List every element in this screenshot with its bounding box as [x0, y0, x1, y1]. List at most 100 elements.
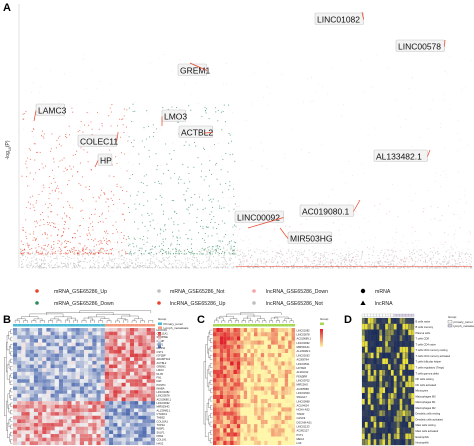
scatter-point-lncrna-down: [465, 259, 467, 261]
scatter-point-not: [127, 263, 129, 265]
panel-c-heatmap-cell: [277, 332, 282, 337]
scatter-point-not: [361, 164, 363, 166]
scatter-point-not: [337, 261, 340, 263]
scatter-point-lncrna-down: [302, 261, 303, 263]
scatter-point-not: [137, 258, 139, 260]
scatter-point-not: [237, 267, 239, 269]
panel-b-heatmap-cell: [25, 423, 30, 427]
panel-c-heatmap-cell: [264, 328, 268, 333]
scatter-point-not: [443, 93, 445, 95]
panel-b-heatmap-cell: [54, 328, 59, 332]
scatter-point-not: [275, 255, 277, 257]
scatter-point-not: [97, 267, 99, 269]
panel-b-heatmap-cell: [121, 375, 126, 380]
panel-b-heatmap-cell: [100, 346, 105, 350]
scatter-point-lncrna-down: [374, 205, 376, 207]
panel-c-heatmap-cell: [213, 415, 217, 420]
panel-b-heatmap-cell: [21, 368, 26, 372]
panel-b-heatmap-cell: [46, 437, 51, 442]
scatter-point-lncrna-down: [343, 260, 345, 262]
scatter-point-not: [303, 249, 305, 251]
gene-annotation: COLEC11: [77, 132, 118, 147]
scatter-point-not: [81, 253, 83, 255]
scatter-point-not: [444, 99, 445, 101]
panel-b-heatmap-cell: [125, 437, 130, 442]
scatter-point-lncrna-down: [421, 256, 423, 258]
scatter-point-lncrna-down: [320, 261, 321, 263]
panel-c-heatmap-cell: [236, 332, 241, 337]
scatter-point-mrna-down: [164, 225, 166, 227]
panel-b-heatmap-cell: [121, 349, 126, 354]
scatter-point-not: [102, 260, 104, 262]
scatter-point-not: [357, 267, 359, 269]
panel-b-heatmap-cell: [63, 390, 68, 394]
scatter-point-not: [305, 264, 308, 266]
panel-c-dendrogram-branch: [255, 320, 260, 323]
panel-b-heatmap-cell: [17, 382, 22, 387]
panel-b-heatmap-cell: [134, 415, 139, 420]
panel-b-heatmap-cell: [138, 437, 143, 442]
panel-b-group-cell: [142, 324, 147, 327]
scatter-point-mrna-up: [85, 248, 87, 250]
panel-b-heatmap-cell: [125, 423, 130, 427]
panel-b-heatmap-cell: [50, 360, 55, 365]
panel-b-heatmap-cell: [104, 364, 110, 369]
scatter-point-not: [142, 249, 144, 251]
panel-b-heatmap-cell: [104, 346, 110, 350]
scatter-point-mrna-up: [63, 246, 66, 248]
scatter-point-not: [415, 248, 416, 250]
panel-b-heatmap-cell: [71, 415, 76, 420]
panel-b-heatmap-cell: [42, 328, 47, 332]
panel-c-group-cell: [236, 324, 241, 327]
scatter-point-not: [324, 262, 326, 264]
panel-c-heatmap-cell: [254, 378, 258, 383]
scatter-point-not: [237, 235, 239, 237]
scatter-point-not: [202, 261, 205, 263]
scatter-point-not: [137, 261, 139, 263]
scatter-point-not: [163, 266, 165, 269]
scatter-point-not: [33, 266, 35, 268]
panel-b-heatmap-cell: [75, 353, 80, 358]
panel-b-heatmap-cell: [58, 404, 64, 409]
panel-b-heatmap-cell: [125, 386, 130, 391]
scatter-point-not: [302, 254, 304, 256]
panel-b-heatmap-cell: [100, 412, 105, 416]
panel-c-heatmap-cells: [213, 324, 296, 446]
scatter-point-mrna-up: [22, 244, 24, 246]
panel-b-heatmap-cell: [63, 368, 68, 372]
panel-b-heatmap-cell: [21, 335, 26, 340]
scatter-point-mrna-down: [204, 248, 206, 250]
panel-b-heatmap-cell: [21, 382, 26, 387]
scatter-point-mrna-up: [43, 223, 45, 225]
panel-c-heatmap-cell: [260, 394, 265, 400]
panel-b-heatmap-cell: [84, 415, 89, 420]
panel-c-heatmap-cell: [271, 365, 275, 370]
panel-b-heatmap-cell: [113, 338, 118, 343]
scatter-point-not: [75, 265, 77, 267]
scatter-point-not: [262, 97, 264, 99]
panel-c-heatmap-cell: [247, 361, 251, 366]
panel-b-heatmap-cell: [46, 430, 51, 435]
panel-b-dendrogram-branch: [148, 320, 154, 323]
panel-b-heatmap-cell: [121, 360, 126, 365]
panel-b-heatmap-cell: [84, 379, 89, 383]
scatter-point-not: [451, 258, 453, 260]
scatter-point-mrna-up: [64, 246, 67, 248]
scatter-point-mrna-up: [27, 185, 29, 187]
panel-c-heatmap-cell: [250, 399, 255, 404]
panel-c-heatmap-cell: [250, 365, 255, 370]
panel-c-group-cell: [260, 324, 265, 327]
scatter-point-not: [49, 266, 51, 268]
panel-c-heatmap-cell: [226, 378, 231, 383]
scatter-point-mrna-up: [43, 248, 45, 250]
scatter-point-not: [449, 252, 451, 254]
scatter-point-not: [251, 264, 253, 266]
panel-c-heatmap-cell: [223, 419, 227, 425]
panel-b-heatmap-cell: [104, 419, 110, 424]
panel-b-heatmap-cell: [63, 353, 68, 358]
panel-b-heatmap-cell: [67, 375, 72, 380]
panel-b-heatmap-cell: [142, 426, 147, 431]
panel-b-group-cell: [33, 324, 39, 327]
panel-a-data-points: [19, 54, 473, 269]
gene-leader-line: [279, 227, 289, 239]
